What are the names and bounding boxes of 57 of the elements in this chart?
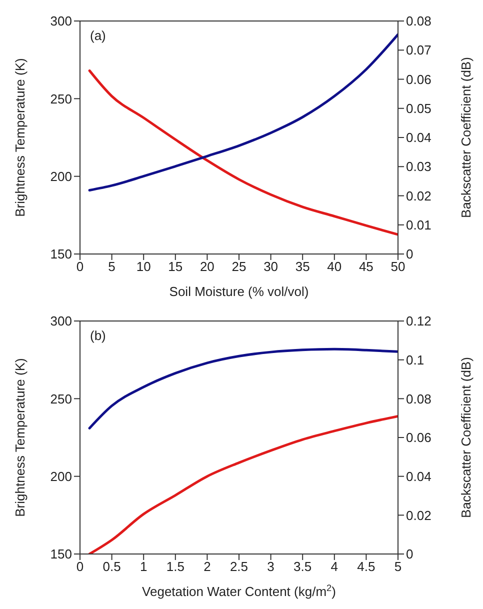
- y2-tick-label: 0.07: [406, 42, 432, 58]
- y2-axis-title: Backscatter Coefficient (dB): [458, 57, 474, 218]
- y-tick-label: 150: [50, 246, 72, 262]
- y-tick-label: 150: [50, 546, 72, 562]
- y2-tick-label: 0.04: [406, 130, 432, 146]
- line-series: [88, 414, 398, 554]
- x-tick-label: 5: [108, 259, 116, 274]
- y-axis-title: Brightness Temperature (K): [12, 358, 28, 517]
- x-tick-label: 0: [76, 259, 84, 274]
- x-tick-label: 0: [76, 559, 84, 574]
- x-axis-title: Vegetation Water Content (kg/m$^{2}$): [142, 583, 336, 599]
- x-tick-label: 1: [140, 559, 148, 574]
- y-tick-label: 250: [50, 391, 72, 406]
- annotation: (b): [90, 328, 106, 343]
- y-tick-label: 200: [50, 468, 72, 484]
- y-tick-label: 300: [50, 314, 72, 329]
- x-tick-label: 4: [330, 559, 338, 574]
- y2-tick-label: 0.05: [406, 100, 432, 116]
- y2-tick-label: 0.06: [406, 430, 432, 446]
- x-tick-label: 2: [204, 559, 211, 574]
- y2-tick-label: 0.08: [406, 14, 432, 29]
- x-tick-label: 10: [136, 259, 151, 274]
- line-series: [88, 69, 398, 236]
- x-tick-label: 3: [267, 559, 274, 574]
- y2-axis-title: Backscatter Coefficient (dB): [458, 357, 474, 518]
- x-tick-label: 35: [295, 259, 310, 274]
- x-tick-label: 20: [200, 259, 214, 274]
- y2-tick-label: 0: [406, 546, 414, 562]
- y2-tick-label: 0.08: [406, 391, 432, 406]
- y-tick-label: 300: [50, 14, 72, 29]
- y-tick-label: 250: [50, 91, 72, 106]
- x-tick-label: 3.5: [294, 559, 312, 574]
- x-tick-label: 4.5: [357, 559, 376, 574]
- y2-tick-label: 0.02: [406, 188, 432, 204]
- x-tick-label: 0.5: [102, 559, 121, 574]
- x-tick-label: 2.5: [230, 559, 248, 574]
- x-tick-label: 15: [168, 259, 183, 274]
- x-tick-label: 45: [358, 259, 374, 274]
- y2-tick-label: 0.1: [406, 352, 424, 368]
- x-tick-label: 1.5: [166, 559, 184, 574]
- x-tick-label: 50: [390, 259, 406, 274]
- y-axis-title: Brightness Temperature (K): [12, 58, 28, 217]
- line-series: [88, 348, 398, 430]
- y2-tick-label: 0.03: [406, 159, 432, 174]
- y-tick-label: 200: [50, 168, 72, 184]
- y2-tick-label: 0.04: [406, 468, 432, 484]
- x-tick-label: 25: [232, 259, 246, 274]
- y2-tick-label: 0: [406, 246, 414, 262]
- y2-tick-label: 0.12: [406, 314, 432, 329]
- y2-tick-label: 0.06: [406, 72, 432, 87]
- y2-tick-label: 0.01: [406, 217, 432, 232]
- annotation: (a): [90, 28, 106, 43]
- x-tick-label: 30: [264, 259, 278, 274]
- x-tick-label: 5: [394, 559, 402, 574]
- x-tick-label: 40: [327, 259, 342, 274]
- y2-tick-label: 0.02: [406, 508, 432, 523]
- x-axis-title: Soil Moisture (% vol/vol): [169, 284, 309, 299]
